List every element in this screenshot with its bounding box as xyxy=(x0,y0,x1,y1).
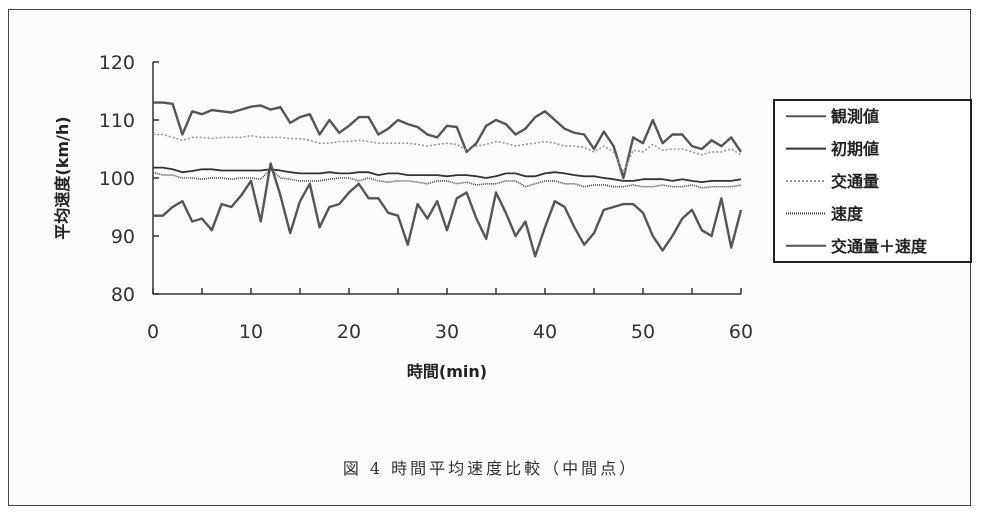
x-tick-label: 50 xyxy=(631,321,655,343)
figure-caption: 図 4 時間平均速度比較（中間点） xyxy=(342,459,639,478)
y-tick-label: 100 xyxy=(99,168,135,190)
x-tick-label: 10 xyxy=(239,321,263,343)
series-line xyxy=(153,133,742,173)
series-line xyxy=(153,162,743,258)
line-chart: 80 90 100 110 120 0 10 20 30 40 50 60 平均速度(km/h) 時間… xyxy=(53,52,972,381)
y-tick-label: 80 xyxy=(111,284,135,306)
axes xyxy=(152,62,741,295)
y-tick-label: 90 xyxy=(111,226,135,248)
y-tick-label: 110 xyxy=(99,110,135,132)
series-layer xyxy=(152,101,743,258)
x-tick-label: 40 xyxy=(533,321,557,343)
x-tick-label: 30 xyxy=(435,321,459,343)
y-axis-title: 平均速度(km/h) xyxy=(53,116,72,239)
ticks: 80 90 100 110 120 0 10 20 30 40 50 60 xyxy=(99,52,753,343)
y-tick-label: 120 xyxy=(99,52,135,74)
series-line xyxy=(153,166,742,184)
legend-label: 観測値 xyxy=(831,107,879,126)
x-axis-title: 時間(min) xyxy=(407,362,487,381)
legend-label: 交通量 xyxy=(831,172,879,191)
x-tick-label: 20 xyxy=(337,321,361,343)
legend-label: 初期値 xyxy=(831,140,879,159)
legend-label: 交通量＋速度 xyxy=(831,237,928,256)
x-tick-label: 60 xyxy=(729,321,753,343)
series-line xyxy=(153,101,742,180)
series-line xyxy=(152,168,742,189)
x-tick-label: 0 xyxy=(147,321,159,343)
legend-label: 速度 xyxy=(831,204,864,223)
